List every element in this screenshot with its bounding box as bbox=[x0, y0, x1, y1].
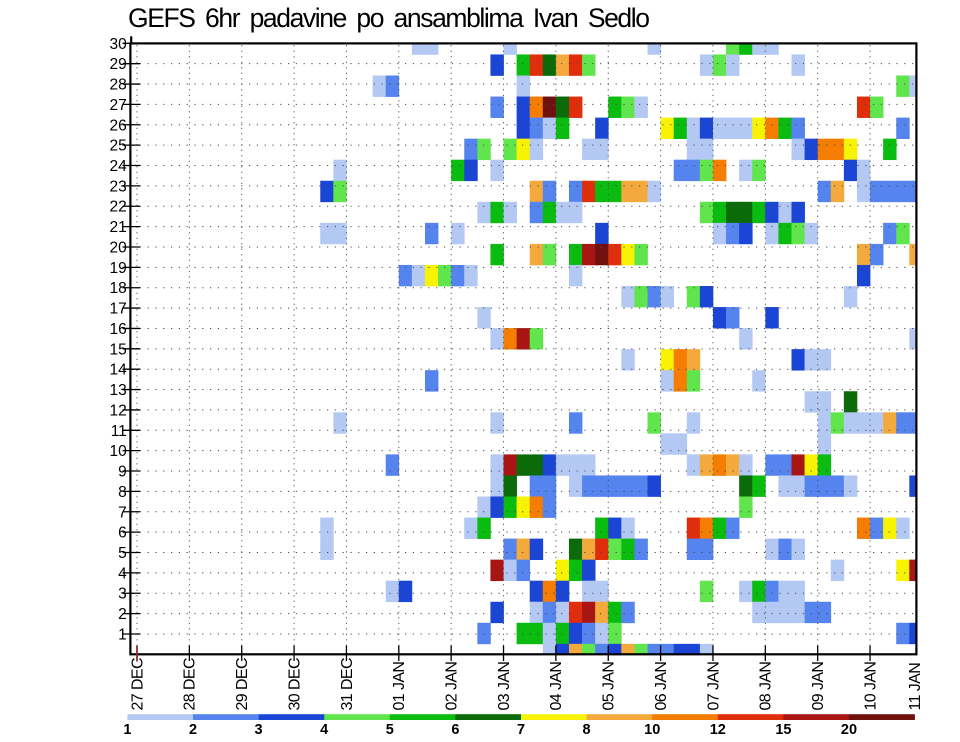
svg-text:30: 30 bbox=[110, 36, 128, 53]
svg-text:19: 19 bbox=[110, 260, 127, 277]
svg-text:05 JAN: 05 JAN bbox=[601, 662, 618, 711]
svg-text:5: 5 bbox=[118, 545, 127, 562]
svg-text:18: 18 bbox=[110, 280, 127, 297]
svg-text:08 JAN: 08 JAN bbox=[758, 662, 775, 711]
svg-text:5: 5 bbox=[386, 722, 394, 738]
svg-text:11 JAN: 11 JAN bbox=[907, 663, 924, 711]
svg-text:09 JAN: 09 JAN bbox=[810, 662, 827, 711]
svg-text:07 JAN: 07 JAN bbox=[705, 662, 722, 711]
svg-text:24: 24 bbox=[110, 158, 128, 175]
svg-text:7: 7 bbox=[118, 504, 127, 521]
svg-text:17: 17 bbox=[110, 301, 127, 318]
svg-text:8: 8 bbox=[583, 722, 591, 738]
svg-text:16: 16 bbox=[110, 321, 127, 338]
svg-text:1: 1 bbox=[118, 626, 127, 643]
svg-text:9: 9 bbox=[118, 464, 127, 481]
svg-text:01 JAN: 01 JAN bbox=[391, 662, 408, 711]
svg-text:27: 27 bbox=[110, 97, 127, 114]
svg-text:30 DEC: 30 DEC bbox=[286, 658, 303, 710]
svg-text:6: 6 bbox=[451, 722, 459, 738]
svg-text:8: 8 bbox=[118, 484, 127, 501]
svg-text:03 JAN: 03 JAN bbox=[496, 662, 513, 711]
svg-text:2: 2 bbox=[189, 722, 197, 738]
svg-text:4: 4 bbox=[320, 722, 328, 738]
svg-text:1: 1 bbox=[123, 722, 131, 738]
svg-text:22: 22 bbox=[110, 199, 127, 216]
svg-text:10: 10 bbox=[110, 443, 128, 460]
svg-text:11: 11 bbox=[111, 423, 127, 440]
svg-text:29 DEC: 29 DEC bbox=[234, 658, 251, 710]
svg-text:15: 15 bbox=[775, 722, 791, 738]
svg-text:02 JAN: 02 JAN bbox=[443, 662, 460, 711]
svg-text:12: 12 bbox=[710, 722, 726, 738]
svg-text:15: 15 bbox=[110, 341, 127, 358]
svg-text:20: 20 bbox=[110, 239, 128, 256]
svg-text:3: 3 bbox=[118, 586, 127, 603]
svg-text:23: 23 bbox=[110, 178, 127, 195]
svg-text:27 DEC: 27 DEC bbox=[129, 658, 146, 710]
svg-text:3: 3 bbox=[255, 722, 263, 738]
svg-text:04 JAN: 04 JAN bbox=[548, 662, 565, 711]
svg-text:25: 25 bbox=[110, 138, 127, 155]
svg-text:4: 4 bbox=[118, 565, 127, 582]
svg-text:7: 7 bbox=[517, 722, 525, 738]
svg-text:10 JAN: 10 JAN bbox=[862, 662, 879, 711]
svg-text:2: 2 bbox=[118, 606, 127, 623]
svg-text:28 DEC: 28 DEC bbox=[182, 658, 199, 710]
svg-text:21: 21 bbox=[110, 219, 127, 236]
svg-text:14: 14 bbox=[110, 362, 128, 379]
svg-text:31 DEC: 31 DEC bbox=[339, 658, 356, 710]
svg-text:26: 26 bbox=[110, 117, 127, 134]
svg-text:10: 10 bbox=[644, 722, 660, 738]
svg-text:6: 6 bbox=[118, 525, 127, 542]
svg-text:06 JAN: 06 JAN bbox=[653, 662, 670, 711]
svg-text:13: 13 bbox=[110, 382, 127, 399]
svg-text:29: 29 bbox=[110, 56, 127, 73]
svg-text:28: 28 bbox=[110, 77, 127, 94]
svg-text:GEFS 6hr padavine po ansamblim: GEFS 6hr padavine po ansamblima Ivan Sed… bbox=[128, 3, 649, 33]
svg-text:20: 20 bbox=[841, 722, 857, 738]
svg-text:12: 12 bbox=[110, 402, 127, 419]
